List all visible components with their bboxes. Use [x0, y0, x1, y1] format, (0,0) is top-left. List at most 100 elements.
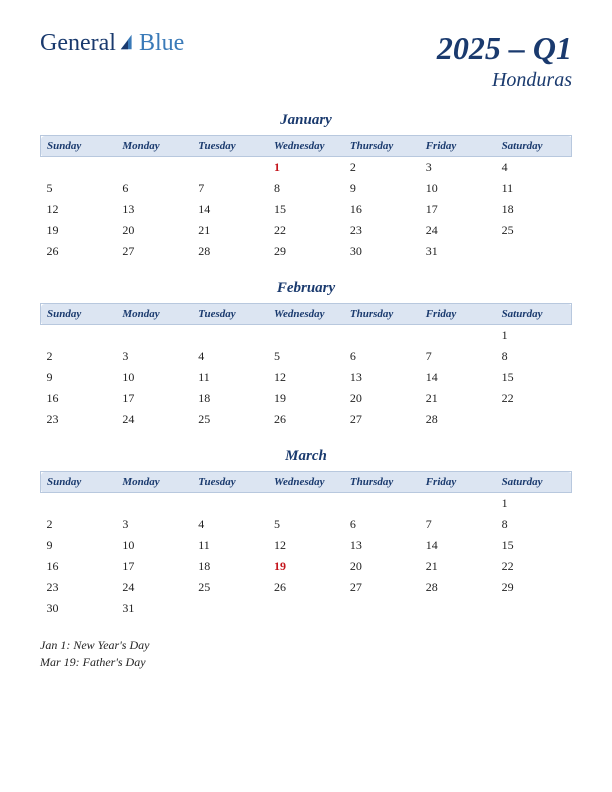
day-cell: 21	[192, 220, 268, 241]
day-cell: 16	[41, 556, 117, 577]
day-cell: 12	[41, 199, 117, 220]
day-cell: 10	[116, 535, 192, 556]
day-cell: 25	[192, 577, 268, 598]
day-cell	[192, 325, 268, 347]
day-cell: 9	[41, 535, 117, 556]
table-row: 3031	[41, 598, 572, 619]
day-cell: 26	[268, 577, 344, 598]
table-row: 232425262728	[41, 409, 572, 430]
day-header: Wednesday	[268, 136, 344, 157]
day-cell: 25	[192, 409, 268, 430]
table-row: 1	[41, 493, 572, 515]
day-header: Wednesday	[268, 472, 344, 493]
day-cell: 1	[496, 325, 572, 347]
day-cell	[344, 598, 420, 619]
day-header: Sunday	[41, 472, 117, 493]
table-row: 2345678	[41, 514, 572, 535]
calendar-table: SundayMondayTuesdayWednesdayThursdayFrid…	[40, 303, 572, 430]
day-cell: 28	[420, 577, 496, 598]
day-cell: 2	[41, 346, 117, 367]
logo-text-2: Blue	[139, 30, 184, 57]
day-cell: 15	[268, 199, 344, 220]
month-name: February	[40, 280, 572, 297]
day-cell: 30	[344, 241, 420, 262]
day-cell	[41, 157, 117, 179]
day-cell: 19	[268, 556, 344, 577]
day-cell: 10	[420, 178, 496, 199]
day-cell: 5	[268, 514, 344, 535]
day-cell: 23	[41, 577, 117, 598]
logo-text-1: General	[40, 30, 116, 57]
day-cell: 4	[496, 157, 572, 179]
months-container: JanuarySundayMondayTuesdayWednesdayThurs…	[40, 112, 572, 619]
day-cell: 18	[496, 199, 572, 220]
day-cell: 27	[344, 577, 420, 598]
day-cell: 13	[344, 535, 420, 556]
day-header: Thursday	[344, 136, 420, 157]
day-cell: 11	[192, 367, 268, 388]
logo: General Blue	[40, 30, 184, 57]
day-cell: 23	[344, 220, 420, 241]
day-cell: 29	[496, 577, 572, 598]
title-block: 2025 – Q1 Honduras	[437, 30, 572, 92]
day-cell: 10	[116, 367, 192, 388]
day-cell: 31	[420, 241, 496, 262]
day-header: Saturday	[496, 472, 572, 493]
calendar-table: SundayMondayTuesdayWednesdayThursdayFrid…	[40, 135, 572, 262]
table-row: 567891011	[41, 178, 572, 199]
day-cell: 24	[116, 577, 192, 598]
day-cell: 6	[344, 514, 420, 535]
holiday-list: Jan 1: New Year's DayMar 19: Father's Da…	[40, 637, 572, 671]
logo-sail-icon	[119, 31, 137, 49]
day-cell: 14	[420, 367, 496, 388]
day-cell: 20	[344, 556, 420, 577]
day-header: Thursday	[344, 304, 420, 325]
day-cell: 6	[344, 346, 420, 367]
day-cell	[192, 493, 268, 515]
table-row: 12131415161718	[41, 199, 572, 220]
day-header: Friday	[420, 472, 496, 493]
day-cell: 17	[116, 388, 192, 409]
day-cell: 5	[41, 178, 117, 199]
day-header: Sunday	[41, 304, 117, 325]
day-header: Monday	[116, 472, 192, 493]
day-cell: 5	[268, 346, 344, 367]
day-cell	[496, 241, 572, 262]
table-row: 19202122232425	[41, 220, 572, 241]
day-header: Saturday	[496, 304, 572, 325]
day-cell: 16	[41, 388, 117, 409]
day-header: Tuesday	[192, 472, 268, 493]
day-cell	[116, 157, 192, 179]
day-cell: 9	[41, 367, 117, 388]
day-cell: 17	[420, 199, 496, 220]
header: General Blue 2025 – Q1 Honduras	[40, 30, 572, 92]
month-name: March	[40, 448, 572, 465]
day-cell: 19	[268, 388, 344, 409]
day-cell	[116, 325, 192, 347]
day-header: Wednesday	[268, 304, 344, 325]
day-cell: 21	[420, 556, 496, 577]
day-header: Tuesday	[192, 304, 268, 325]
month-name: January	[40, 112, 572, 129]
day-header: Sunday	[41, 136, 117, 157]
day-cell: 28	[192, 241, 268, 262]
day-cell: 28	[420, 409, 496, 430]
day-cell	[496, 598, 572, 619]
day-cell	[420, 493, 496, 515]
day-cell: 11	[192, 535, 268, 556]
day-cell: 7	[192, 178, 268, 199]
day-cell: 14	[420, 535, 496, 556]
day-cell: 7	[420, 346, 496, 367]
day-cell: 1	[268, 157, 344, 179]
day-cell: 22	[496, 388, 572, 409]
day-cell: 19	[41, 220, 117, 241]
table-row: 16171819202122	[41, 556, 572, 577]
day-cell: 27	[116, 241, 192, 262]
day-cell: 23	[41, 409, 117, 430]
holiday-entry: Jan 1: New Year's Day	[40, 637, 572, 654]
day-cell: 8	[268, 178, 344, 199]
month-block: MarchSundayMondayTuesdayWednesdayThursda…	[40, 448, 572, 619]
day-cell: 17	[116, 556, 192, 577]
day-cell: 21	[420, 388, 496, 409]
day-cell: 30	[41, 598, 117, 619]
